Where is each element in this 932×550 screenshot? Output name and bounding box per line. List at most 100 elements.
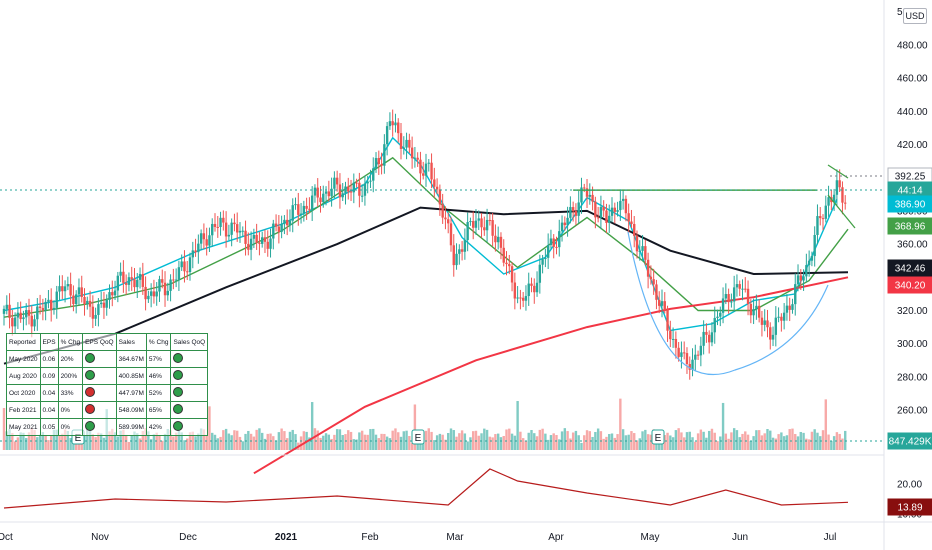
- volume-bar: [330, 438, 333, 450]
- candle-body: [25, 310, 28, 318]
- volume-bar: [13, 441, 17, 450]
- volume-bar: [816, 432, 819, 450]
- volume-bar: [202, 429, 206, 450]
- sales-qoq-cell: [170, 367, 209, 385]
- volume-bar: [69, 437, 72, 450]
- volume-bar: [713, 432, 716, 450]
- volume-bar: [72, 439, 75, 450]
- moving-average-line: [253, 276, 849, 475]
- candle-body: [294, 204, 297, 206]
- sales-cell: 548.09M: [115, 401, 147, 419]
- candle-body: [338, 184, 342, 198]
- col-header: % Chg: [57, 333, 84, 351]
- volume-bar: [391, 430, 394, 450]
- candle-body: [16, 312, 20, 318]
- price-tags: 392.25 44:14 386.90 368.96 342.46 340.20 847.4…: [887, 167, 932, 516]
- volume-bar: [691, 437, 694, 450]
- currency-label[interactable]: USD: [903, 8, 927, 24]
- col-header: EPS QoQ: [82, 333, 117, 351]
- candle-body: [591, 194, 594, 202]
- candle-body: [105, 299, 108, 308]
- candle-body: [730, 301, 733, 303]
- candle-body: [630, 221, 633, 224]
- candle-body: [133, 279, 136, 288]
- candle-body: [397, 122, 400, 134]
- candle-body: [188, 257, 192, 273]
- candle-body: [266, 241, 269, 249]
- candle-body: [163, 282, 167, 296]
- price-tag-label: 340.20: [895, 281, 926, 292]
- volume-bar: [130, 435, 133, 450]
- candle-body: [197, 243, 200, 253]
- volume-bar: [524, 440, 528, 450]
- candle-body: [402, 147, 405, 149]
- candle-body: [785, 305, 789, 313]
- volume-bar: [99, 433, 103, 450]
- candle-body: [127, 277, 131, 285]
- eps-cell: 0.06: [39, 350, 59, 368]
- candle-body: [288, 220, 292, 226]
- candle-body: [385, 126, 389, 145]
- price-tick-label: 420.00: [897, 140, 928, 151]
- volume-bar: [186, 438, 189, 450]
- volume-bar: [199, 428, 203, 450]
- candle-body: [335, 177, 339, 185]
- volume-bar: [616, 434, 619, 450]
- volume-bar: [308, 437, 311, 450]
- candle-body: [624, 198, 628, 214]
- status-dot-icon: [85, 421, 96, 431]
- candle-body: [746, 288, 750, 304]
- candle-body: [313, 187, 317, 196]
- price-tag-label: 13.89: [897, 503, 922, 514]
- volume-bar: [591, 436, 594, 450]
- candle-body: [719, 312, 722, 317]
- price-tick-label: 300.00: [897, 339, 928, 350]
- candle-body: [202, 233, 206, 240]
- candle-body: [77, 287, 81, 295]
- candle-body: [355, 182, 358, 184]
- volume-bar: [249, 433, 253, 450]
- candle-body: [44, 301, 47, 311]
- candle-body: [749, 303, 753, 316]
- volume-bar: [22, 432, 25, 450]
- candle-body: [138, 274, 142, 280]
- volume-bar: [821, 430, 825, 450]
- volume-bar: [741, 433, 744, 450]
- candle-body: [205, 239, 208, 246]
- candle-body: [471, 221, 475, 228]
- candle-body: [824, 205, 827, 219]
- volume-bar: [646, 434, 650, 450]
- candle-body: [377, 158, 381, 165]
- candle-body: [238, 230, 242, 233]
- volume-bar: [546, 439, 550, 450]
- candle-body: [30, 315, 33, 327]
- candle-body: [86, 300, 89, 305]
- candle-body: [444, 217, 447, 220]
- volume-bar: [61, 433, 64, 450]
- eps-cell: 0.04: [39, 401, 59, 419]
- candle-body: [524, 296, 528, 301]
- volume-bar: [283, 431, 286, 450]
- candle-body: [277, 226, 281, 232]
- volume-bar: [161, 440, 164, 450]
- candle-body: [230, 222, 233, 235]
- volume-bar: [485, 429, 489, 450]
- volume-bar: [577, 435, 580, 450]
- candle-body: [186, 271, 189, 273]
- volume-bar: [341, 435, 344, 450]
- sales-change-cell: 52%: [145, 384, 172, 402]
- candle-body: [380, 164, 383, 166]
- candle-body: [752, 309, 755, 316]
- candle-body: [483, 227, 486, 231]
- candle-body: [260, 237, 264, 244]
- candle-body: [258, 242, 261, 244]
- volume-bar: [383, 433, 386, 450]
- volume-bar: [369, 429, 372, 450]
- candle-body: [694, 354, 697, 360]
- candle-body: [297, 204, 300, 215]
- candle-body: [596, 217, 600, 219]
- candle-body: [49, 299, 53, 310]
- sales-cell: 589.99M: [115, 418, 147, 436]
- volume-bar: [838, 433, 841, 450]
